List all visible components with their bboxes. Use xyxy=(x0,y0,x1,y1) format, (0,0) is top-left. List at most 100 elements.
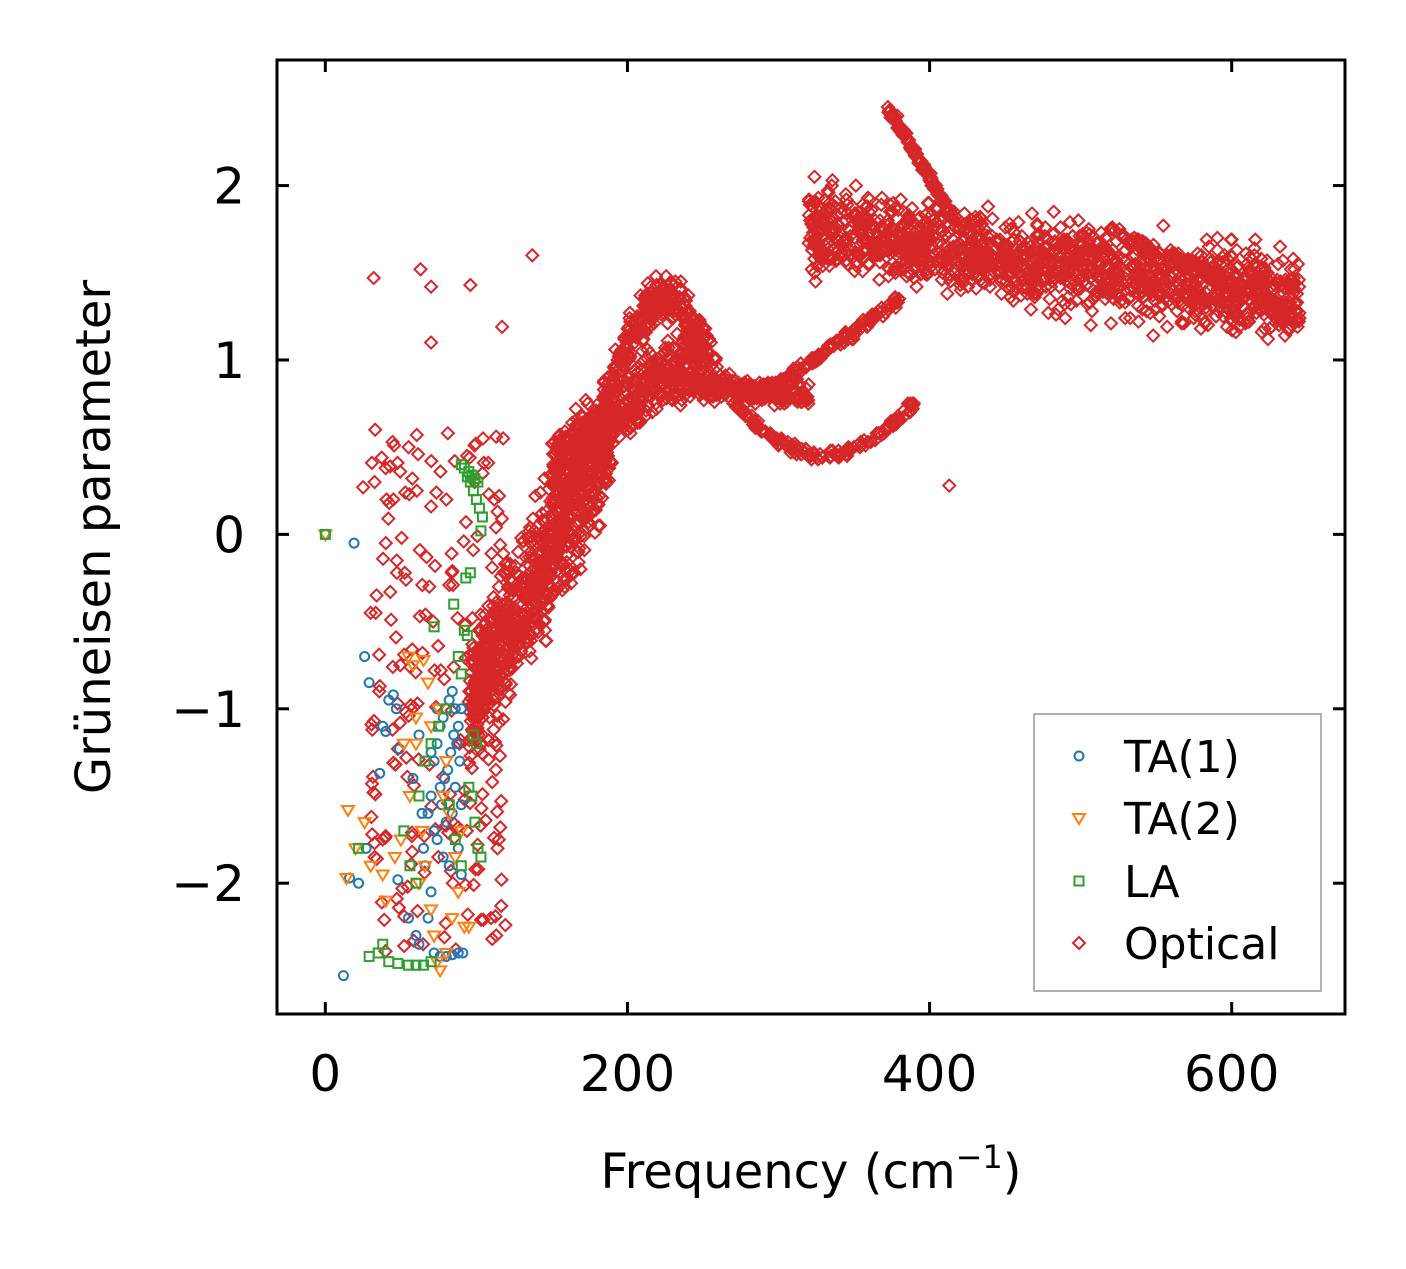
data-point xyxy=(1167,247,1183,263)
data-point xyxy=(450,886,467,900)
data-point xyxy=(414,825,430,839)
data-point xyxy=(1272,239,1288,255)
data-point xyxy=(569,514,585,530)
data-point xyxy=(860,190,876,206)
data-point xyxy=(578,392,594,408)
data-point xyxy=(1175,298,1190,314)
data-point xyxy=(1006,232,1022,248)
data-point xyxy=(469,473,481,485)
data-point xyxy=(452,720,464,732)
data-point xyxy=(480,455,496,471)
data-point xyxy=(371,647,387,663)
data-point xyxy=(545,436,561,452)
data-point xyxy=(701,376,716,392)
data-point xyxy=(472,669,488,685)
data-point xyxy=(455,459,467,471)
data-point xyxy=(1111,265,1127,281)
data-point xyxy=(590,495,606,511)
legend-label-optical: Optical xyxy=(1124,919,1279,970)
data-point xyxy=(1176,254,1192,270)
data-point xyxy=(656,345,672,361)
data-point xyxy=(525,610,541,626)
data-point xyxy=(613,390,628,406)
data-point xyxy=(472,476,484,488)
data-point xyxy=(425,956,437,968)
data-point xyxy=(941,478,957,493)
data-point xyxy=(431,738,443,750)
data-point xyxy=(1019,240,1035,256)
data-point xyxy=(893,192,909,207)
data-point xyxy=(1022,267,1037,282)
legend: TA(1) TA(2) LA Optical xyxy=(1033,713,1322,992)
data-point xyxy=(418,959,430,971)
data-point xyxy=(426,930,442,944)
data-point xyxy=(753,424,769,439)
data-point xyxy=(776,392,792,408)
data-point xyxy=(884,298,900,314)
data-point xyxy=(458,514,474,530)
data-point xyxy=(1073,281,1088,296)
data-point xyxy=(486,589,502,605)
data-point xyxy=(1248,305,1264,321)
data-point xyxy=(1209,230,1225,246)
data-point xyxy=(398,825,410,837)
data-point xyxy=(1000,237,1015,253)
data-point xyxy=(523,633,539,649)
data-point xyxy=(519,600,535,616)
data-point xyxy=(816,247,832,263)
data-point xyxy=(422,912,434,924)
data-point xyxy=(1083,258,1098,274)
data-point xyxy=(835,214,850,230)
data-point xyxy=(443,860,455,872)
data-point xyxy=(901,214,917,230)
data-point xyxy=(520,572,535,588)
data-point xyxy=(490,840,505,856)
data-point xyxy=(1156,275,1172,291)
data-point xyxy=(438,756,454,770)
data-point xyxy=(475,786,490,802)
data-point xyxy=(1180,260,1196,275)
y-tick-label: −1 xyxy=(171,681,245,739)
data-point xyxy=(909,279,925,295)
data-point xyxy=(433,464,448,480)
data-point xyxy=(444,546,460,561)
data-point xyxy=(887,413,903,429)
data-point xyxy=(407,773,419,785)
data-point xyxy=(1092,254,1108,270)
data-point xyxy=(833,206,849,221)
data-point xyxy=(497,675,513,691)
data-point xyxy=(408,738,424,752)
data-point xyxy=(786,368,802,384)
data-point xyxy=(989,233,1005,249)
data-point xyxy=(429,956,445,970)
data-point xyxy=(823,443,839,459)
data-point xyxy=(842,441,858,457)
data-point xyxy=(623,425,638,441)
data-point xyxy=(1106,223,1122,239)
data-point xyxy=(725,396,741,411)
data-point xyxy=(665,387,680,403)
data-point xyxy=(381,495,397,511)
data-point xyxy=(942,209,958,225)
data-point xyxy=(1122,310,1138,326)
data-point xyxy=(475,851,487,863)
data-point xyxy=(388,757,403,773)
data-point xyxy=(933,260,948,275)
data-point xyxy=(848,178,864,193)
data-point xyxy=(1044,274,1060,289)
data-point xyxy=(1195,293,1211,309)
plot-frame xyxy=(275,58,1347,1016)
data-point xyxy=(385,659,401,675)
data-point xyxy=(378,828,394,844)
data-point xyxy=(492,819,508,835)
data-point xyxy=(375,832,391,848)
data-point xyxy=(473,800,489,816)
data-point xyxy=(368,605,384,621)
data-point xyxy=(1131,314,1146,330)
data-point xyxy=(583,431,599,446)
data-point xyxy=(953,282,969,298)
data-point xyxy=(657,291,673,307)
data-point xyxy=(969,223,985,239)
data-point xyxy=(409,483,425,499)
data-point xyxy=(484,678,500,694)
